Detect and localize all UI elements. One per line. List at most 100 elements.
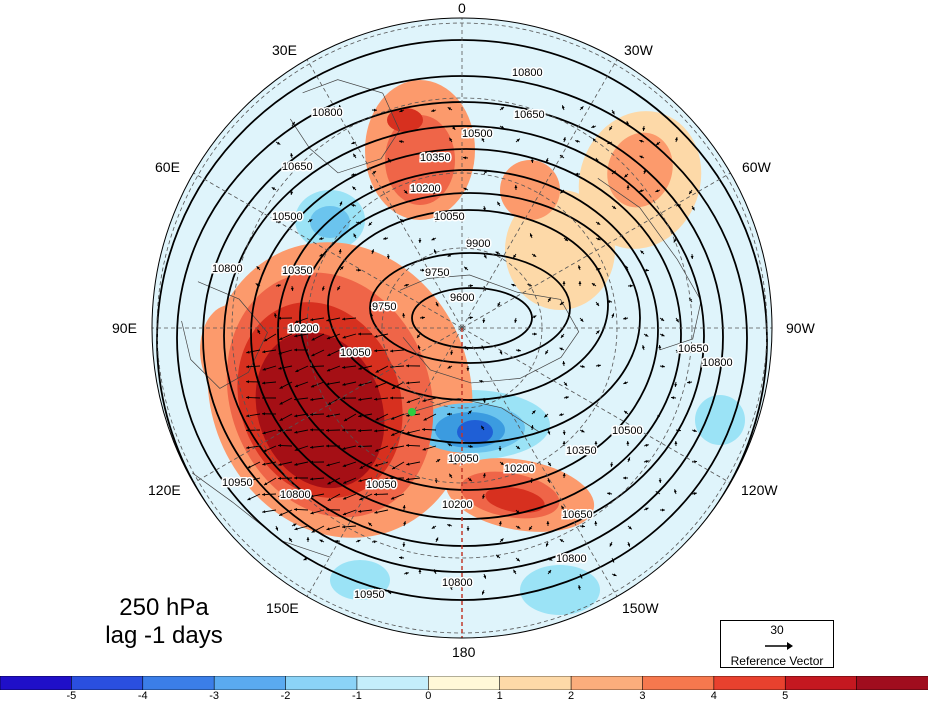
wind-vector [262,349,277,354]
anomaly-blob [385,115,455,205]
wind-vector [403,521,406,527]
meridian-line [461,59,618,329]
wind-vector [374,477,389,484]
contour-label: 10500 [612,425,643,437]
wind-vector [293,476,309,480]
wind-vector [622,476,629,480]
wind-vector [342,477,357,484]
colorbar-tick-label: -4 [137,690,148,702]
wind-vector [434,217,437,223]
wind-vector [371,249,375,255]
wind-vector [306,536,310,543]
wind-vector [546,520,550,527]
wind-vector [398,140,405,144]
wind-vector [675,317,680,323]
wind-vector [326,365,341,372]
contour-label: 10050 [366,479,397,491]
wind-vector [547,569,552,575]
wind-vector [578,265,581,271]
wind-vector [402,312,406,319]
wind-vector [495,554,501,559]
wind-vector [659,508,666,512]
wind-vector [390,413,405,420]
colorbar-swatch [499,676,572,690]
wind-vector [358,397,373,401]
anomaly-blob [485,487,545,513]
wind-vector [336,285,341,291]
wind-vector [544,413,549,418]
wind-vector [497,301,501,307]
wind-vector [594,520,598,527]
wind-vector [431,525,437,530]
wind-vector [467,477,473,482]
wind-vector [431,109,437,112]
latitude-circle [231,97,693,559]
contour-10650 [202,101,724,573]
colorbar-tick-label: -3 [209,690,220,702]
wind-vector [374,445,389,452]
anomaly-blob [695,395,745,445]
wind-vector [278,365,293,370]
wind-vector [559,538,565,543]
wind-vector [643,333,649,337]
wind-vector [375,413,389,421]
wind-vector [342,525,357,529]
contour-label: 10200 [504,463,535,475]
wind-vector [419,268,426,272]
anomaly-blob [520,565,600,615]
wind-vector [358,349,373,355]
coastline [289,79,400,174]
wind-vector [338,104,342,111]
wind-vector [307,219,313,223]
contour-label: 10200 [410,183,441,195]
wind-vector [405,443,421,447]
wind-vector [418,568,422,575]
wind-vector [246,365,261,369]
wind-vector [342,349,357,355]
contour-label: 10950 [222,477,253,489]
wind-vector [368,221,373,226]
wind-vector [447,107,453,111]
wind-vector [559,301,565,306]
wind-vector [627,525,633,530]
wind-vector [403,283,409,287]
wind-vector [482,472,486,479]
wind-vector [311,525,325,533]
colorbar-swatch [0,676,73,690]
colorbar-tick-label: 5 [782,690,789,702]
wind-vector [595,221,601,226]
wind-vector [579,317,584,323]
reference-vector-box: 30 Reference Vector [720,620,834,668]
wind-vector [431,237,437,241]
wind-vector [294,525,309,531]
wind-vector [294,461,309,466]
title-level: 250 hPa [119,594,209,621]
coastline [181,281,268,389]
wind-vector [514,317,518,323]
wind-vector [433,189,437,195]
wind-vector [326,333,341,340]
wind-vector [374,429,389,433]
wind-vector [279,381,293,389]
wind-vector [262,365,277,371]
wind-vector [342,317,357,321]
wind-vector [610,461,614,468]
wind-vector [319,237,325,240]
wind-vector [563,381,568,387]
wind-vector [279,413,293,422]
wind-vector [278,461,293,466]
wind-vector [342,333,357,339]
wind-vector [310,317,325,322]
wind-vector [480,425,485,431]
coastline [379,398,539,432]
longitude-label-lon-150w: 150W [622,600,659,616]
wind-vector [295,365,309,373]
colorbar-swatch [285,676,358,690]
wind-vector [278,509,293,517]
contour-label: 9600 [450,292,474,304]
wind-vector [389,396,405,400]
wind-vector [374,333,389,338]
title-lag: lag -1 days [105,622,223,649]
wind-vector [353,233,357,239]
meridian-line [306,327,463,597]
